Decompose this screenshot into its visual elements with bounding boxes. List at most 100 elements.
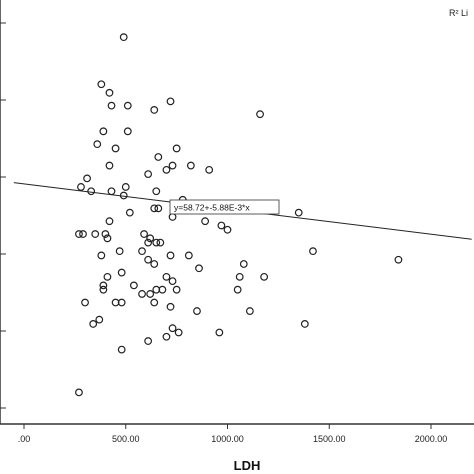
fit-equation-label: y=58.72+-5.88E-3*x [174, 203, 250, 213]
data-point [166, 97, 175, 106]
data-point [115, 247, 124, 256]
data-point [144, 255, 153, 264]
data-point [300, 320, 309, 328]
data-point [217, 221, 226, 230]
data-point [87, 187, 96, 196]
data-point [93, 140, 102, 149]
data-point [168, 324, 177, 333]
data-point [75, 388, 83, 397]
legend-label: R² Li [449, 8, 468, 18]
data-point [162, 272, 171, 281]
data-point [101, 230, 110, 238]
data-point [260, 272, 269, 281]
data-point [193, 307, 201, 315]
data-point [119, 191, 128, 200]
data-point [125, 208, 134, 217]
data-point [233, 285, 242, 294]
data-point [107, 101, 116, 110]
data-point [111, 144, 120, 153]
data-point [97, 80, 106, 89]
data-point [79, 230, 87, 238]
x-axis-ticks: .00 500.00 1000.00 1500.00 2000.00 [18, 424, 448, 444]
data-point [140, 230, 148, 238]
data-point [245, 307, 254, 315]
data-point [294, 208, 303, 217]
data-point [162, 165, 171, 174]
data-point [105, 217, 114, 226]
data-point [105, 161, 114, 170]
data-point [201, 217, 210, 226]
y-axis-ticks [0, 22, 6, 409]
data-point [152, 187, 161, 196]
data-point [99, 281, 108, 290]
data-point [205, 165, 214, 174]
data-point [103, 272, 112, 281]
data-points [75, 33, 403, 397]
data-point [138, 290, 146, 298]
data-point [152, 285, 161, 294]
data-point [174, 328, 183, 337]
data-point [195, 264, 203, 273]
data-point [309, 247, 317, 256]
data-point [223, 225, 232, 234]
data-point [83, 174, 91, 183]
data-point [117, 298, 126, 307]
data-point [77, 183, 85, 191]
data-point [75, 230, 83, 238]
data-point [121, 183, 130, 191]
x-tick-label: 1000.00 [211, 434, 244, 444]
data-point [172, 144, 181, 153]
data-point [144, 238, 153, 247]
data-point [168, 277, 177, 286]
data-point [150, 204, 159, 213]
data-point [138, 247, 146, 256]
data-point [107, 187, 116, 196]
data-point [150, 298, 159, 307]
data-point [99, 127, 108, 136]
x-tick-label: 1500.00 [313, 434, 346, 444]
data-point [166, 302, 175, 311]
data-point [99, 285, 108, 294]
data-point [156, 238, 165, 247]
data-point [162, 332, 171, 341]
x-tick-label: 500.00 [112, 434, 140, 444]
data-point [103, 234, 112, 243]
x-tick-label: 2000.00 [415, 434, 448, 444]
data-point [117, 345, 126, 354]
data-point [146, 234, 155, 243]
data-point [144, 337, 153, 345]
fit-equation-box: y=58.72+-5.88E-3*x [169, 199, 280, 215]
data-point [91, 230, 100, 238]
data-point [144, 170, 153, 179]
fit-equation-frame [169, 199, 280, 215]
data-point [215, 328, 224, 337]
data-point [154, 153, 163, 161]
data-point [123, 101, 132, 110]
data-point [166, 251, 175, 260]
data-point [123, 127, 132, 136]
data-point [119, 33, 128, 42]
x-axis-title: LDH [234, 458, 261, 473]
data-point [184, 251, 193, 260]
data-point [117, 268, 126, 277]
data-point [129, 281, 138, 290]
data-point [239, 260, 248, 268]
data-point [394, 255, 403, 264]
data-point [81, 298, 89, 307]
data-point [146, 290, 155, 298]
data-point [89, 320, 98, 328]
data-point [105, 88, 114, 97]
data-point [235, 272, 244, 281]
data-point [150, 106, 159, 114]
data-point [97, 251, 106, 260]
data-point [256, 110, 264, 119]
data-point [152, 238, 161, 247]
data-point [95, 315, 104, 324]
x-tick-label: .00 [18, 434, 31, 444]
data-point [154, 204, 163, 213]
data-point [168, 161, 177, 170]
data-point [150, 260, 159, 268]
data-point [172, 285, 181, 294]
